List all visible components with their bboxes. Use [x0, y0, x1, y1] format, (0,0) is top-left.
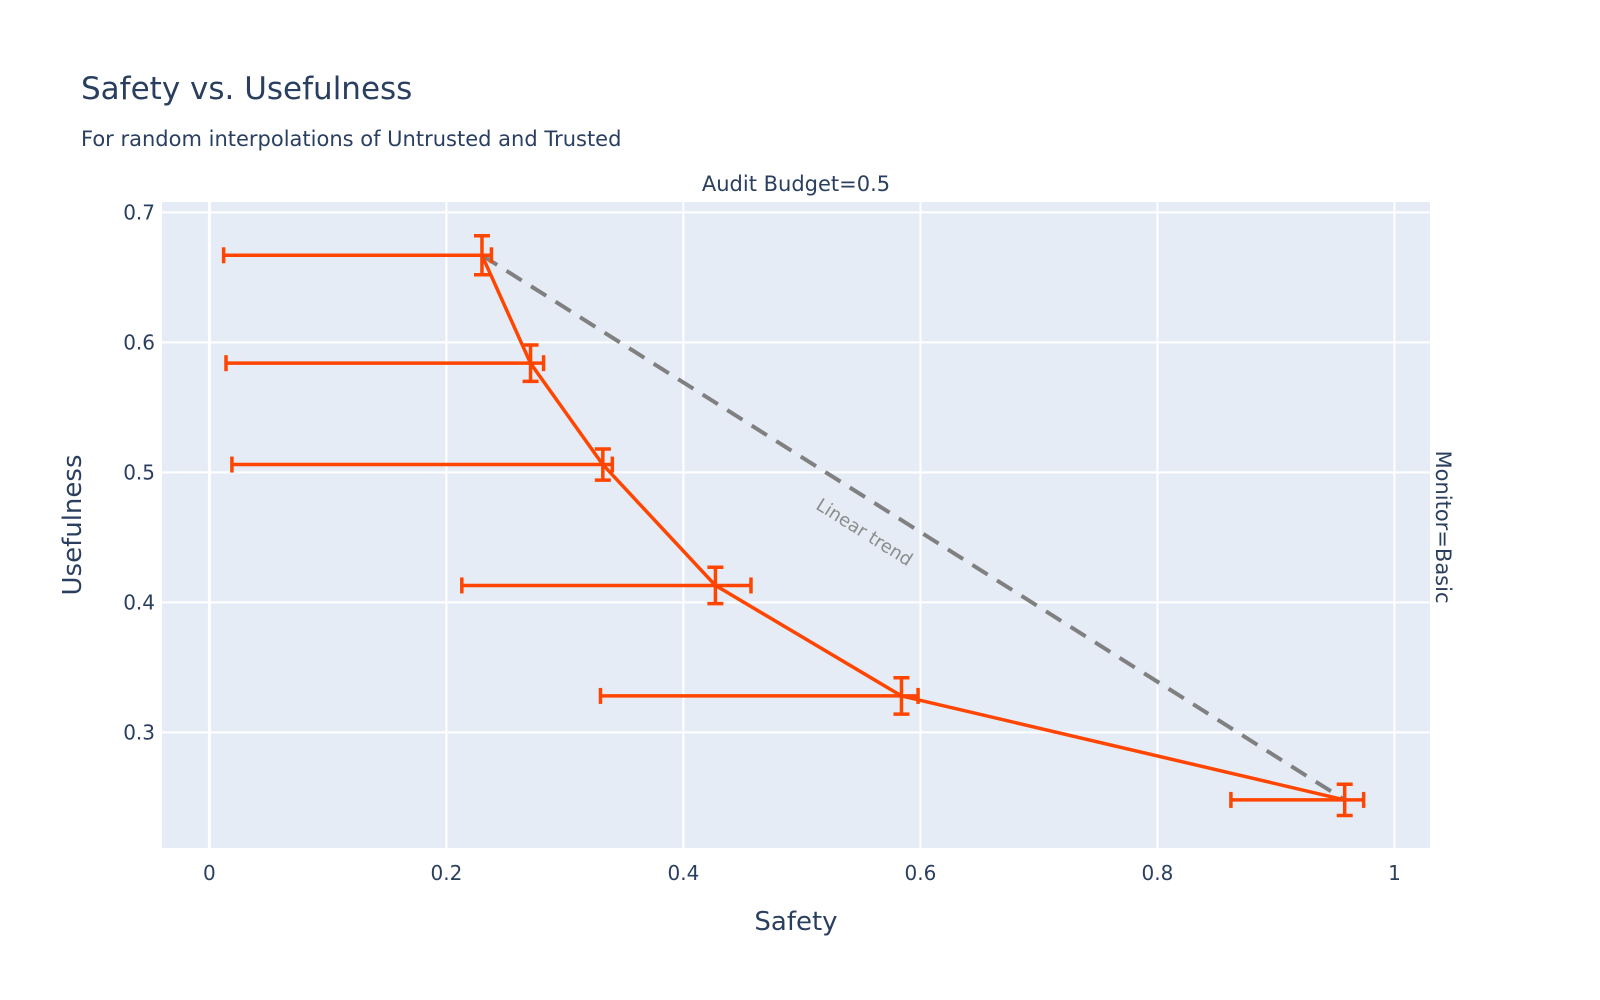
x-tick-label: 1 — [1388, 861, 1401, 885]
series-line — [480, 254, 1346, 802]
data-point — [230, 447, 615, 482]
y-tick-label: 0.7 — [123, 200, 155, 224]
x-axis-title: Safety — [754, 907, 837, 937]
data-point — [598, 675, 920, 716]
x-tick-label: 0.4 — [668, 861, 700, 885]
y-tick-label: 0.4 — [123, 590, 155, 614]
y-tick-label: 0.5 — [123, 460, 155, 484]
x-tick-label: 0.8 — [1142, 861, 1174, 885]
y-tick-label: 0.3 — [123, 720, 155, 744]
gridlines — [162, 202, 1430, 848]
facet-column-label: Audit Budget=0.5 — [702, 172, 890, 196]
x-tick-label: 0.2 — [431, 861, 463, 885]
x-tick-label: 0.6 — [905, 861, 937, 885]
data-point — [221, 234, 494, 277]
chart-title: Safety vs. Usefulness — [81, 71, 412, 107]
x-tick-labels: 0 0.2 0.4 0.6 0.8 1 — [203, 861, 1401, 885]
data-point — [224, 343, 546, 384]
y-axis-title: Usefulness — [58, 455, 88, 596]
chart-subtitle: For random interpolations of Untrusted a… — [81, 127, 621, 151]
trend-line — [480, 253, 1346, 802]
y-tick-label: 0.6 — [123, 330, 155, 354]
y-tick-labels: 0.3 0.4 0.5 0.6 0.7 — [123, 200, 155, 744]
data-point — [460, 565, 753, 606]
facet-row-label: Monitor=Basic — [1431, 450, 1455, 603]
data-point — [1229, 782, 1366, 818]
x-tick-label: 0 — [203, 861, 216, 885]
series-group — [221, 234, 1366, 818]
plot-area — [162, 202, 1430, 848]
